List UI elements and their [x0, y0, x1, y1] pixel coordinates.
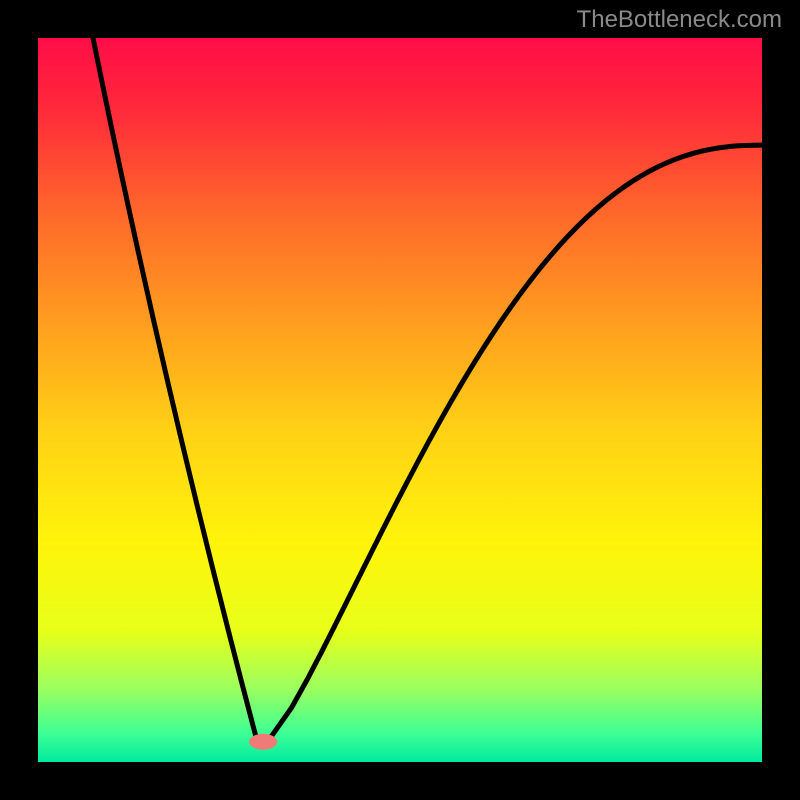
chart-container: TheBottleneck.com: [0, 0, 800, 800]
watermark-text: TheBottleneck.com: [577, 6, 782, 34]
chart-svg: [0, 0, 800, 800]
plot-gradient-bg: [38, 38, 762, 762]
optimum-marker: [249, 734, 277, 750]
